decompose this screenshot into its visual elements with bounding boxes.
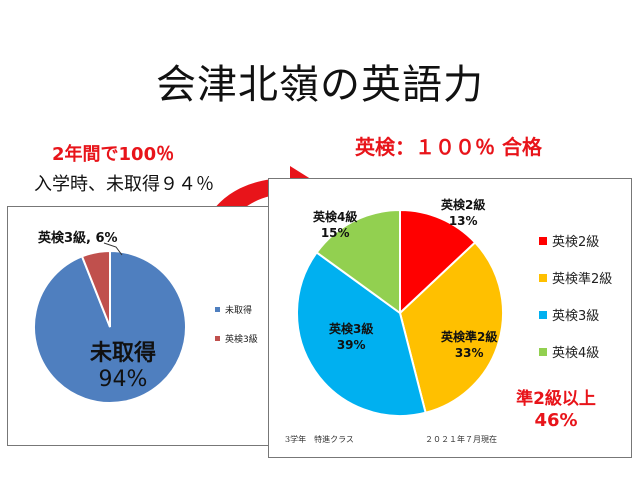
big-label: 未取得 94% [90,341,156,393]
summary-value: 46% [534,410,578,431]
legend-item: 英検2級 [539,231,612,250]
right-caption: 英検：１００％ 合格 [355,135,542,159]
legend-label: 英検2級 [552,235,600,250]
callout-label: 英検3級, 6% [38,231,118,246]
legend-swatch [539,236,547,245]
left-caption: 2年間で100％ [52,144,175,165]
big-label-value: 94% [98,367,148,392]
summary-label: 準2級以上 [516,389,596,409]
legend-swatch [215,307,220,312]
legend-swatch [539,273,547,282]
slice-label-pct: 15% [320,226,350,240]
legend-item: 英検準2級 [539,268,612,287]
slice-label-pct: 33% [454,346,484,360]
slice-label-4kyu: 英検4級 15% [313,209,357,241]
legend-swatch [215,336,220,341]
entry-pie-chart [33,242,187,404]
legend-item: 英検3級 [539,305,612,324]
entry-legend: 未取得 英検3級 [215,303,258,361]
legend-swatch [539,347,547,356]
left-subcaption: 入学時、未取得９４％ [34,174,214,195]
entry-pie-slice-1 [80,249,111,328]
callout-leader-line [103,242,123,256]
summary-box: 準2級以上 46% [501,389,611,431]
slice-label-pct: 39% [336,338,366,352]
entry-chart-panel: 英検3級, 6% 未取得 94% 未取得 英検3級 [7,206,274,446]
slice-label-2kyu: 英検2級 13% [441,197,485,229]
legend-swatch [539,310,547,319]
legend-label: 英検準2級 [552,272,613,287]
result-chart-panel: 英検2級 13% 英検準2級 33% 英検3級 39% 英検4級 15% 英検2… [268,178,632,458]
result-pie-slice-1 [398,241,504,414]
big-label-text: 未取得 [90,341,157,366]
legend-label: 英検4級 [552,346,600,361]
result-legend: 英検2級 英検準2級 英検3級 英検4級 [539,231,612,379]
legend-label: 英検3級 [552,309,600,324]
result-pie-slice-3 [315,208,401,315]
legend-item: 未取得 [215,303,258,316]
class-note: 3学年 特進クラス [285,435,354,444]
slice-label-name: 英検4級 [313,210,358,224]
legend-item: 英検4級 [539,342,612,361]
result-pie-chart [296,208,504,417]
page-title: 会津北嶺の英語力 [156,62,484,108]
slice-label-name: 英検2級 [441,198,486,212]
slice-label-pct: 13% [448,214,478,228]
date-note: ２０２１年７月現在 [425,435,497,444]
legend-item: 英検3級 [215,332,258,345]
legend-label: 英検3級 [225,335,258,345]
result-pie-slice-0 [399,208,477,316]
slice-label-name: 英検3級 [329,322,374,336]
slice-label-jun2kyu: 英検準2級 33% [441,329,497,361]
slice-label-name: 英検準2級 [441,330,498,344]
legend-label: 未取得 [225,306,253,316]
result-pie-slice-2 [296,251,427,417]
slice-label-3kyu: 英検3級 39% [329,321,373,353]
